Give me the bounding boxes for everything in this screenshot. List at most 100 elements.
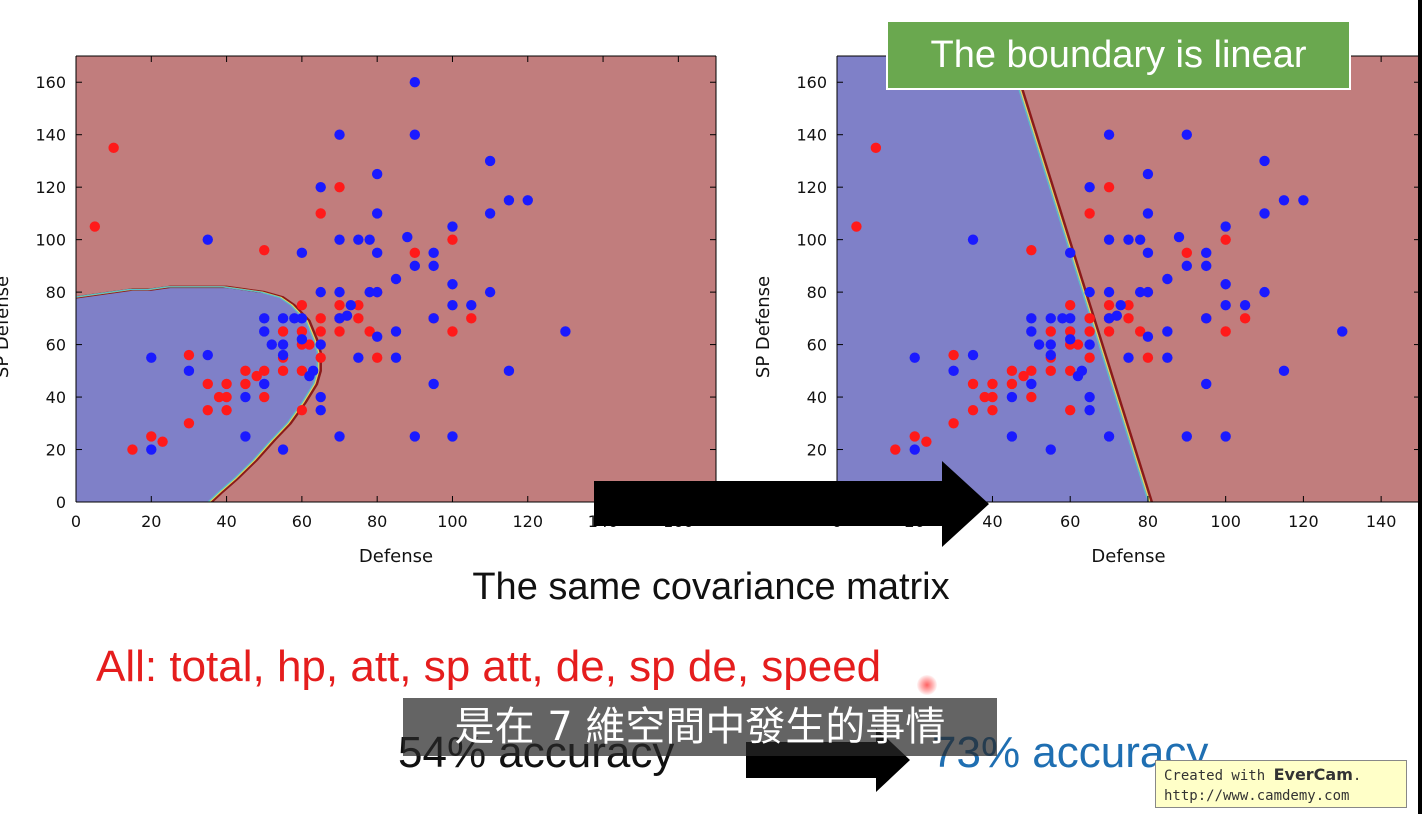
data-point-class1 — [315, 313, 326, 324]
data-point-class0 — [259, 326, 270, 337]
data-point-class1 — [1220, 326, 1231, 337]
data-point-class1 — [967, 378, 979, 390]
y-tick-label: 100 — [796, 231, 827, 250]
data-point-class0 — [277, 339, 289, 350]
data-point-class0 — [202, 349, 213, 361]
data-point-class1 — [1006, 365, 1018, 377]
data-point-class1 — [1103, 181, 1115, 193]
data-point-class0 — [1045, 313, 1056, 324]
laser-pointer-icon — [917, 675, 937, 695]
data-point-class0 — [560, 326, 571, 337]
data-point-class1 — [890, 444, 901, 455]
data-point-class0 — [277, 313, 289, 324]
data-point-class1 — [127, 444, 138, 455]
data-point-class0 — [1033, 339, 1045, 350]
data-point-class0 — [146, 352, 157, 363]
data-point-class0 — [1084, 286, 1095, 298]
data-point-class0 — [1103, 431, 1115, 442]
data-point-class1 — [1045, 326, 1056, 337]
data-point-class0 — [371, 247, 383, 258]
data-point-class1 — [277, 365, 289, 377]
data-point-class1 — [1018, 370, 1029, 382]
boundary-linear-banner: The boundary is linear — [886, 20, 1351, 90]
data-point-class0 — [277, 444, 289, 455]
y-axis-label: SP Defense — [0, 276, 13, 378]
data-point-class0 — [1045, 339, 1056, 350]
data-point-class1 — [296, 326, 308, 337]
y-tick-label: 20 — [46, 441, 66, 460]
y-tick-label: 60 — [807, 336, 827, 355]
data-point-class0 — [1134, 234, 1146, 245]
data-point-class0 — [1278, 195, 1290, 206]
data-point-class0 — [1103, 129, 1115, 140]
y-tick-label: 100 — [35, 231, 66, 250]
data-point-class1 — [1084, 326, 1095, 337]
data-point-class0 — [409, 260, 421, 272]
data-point-class0 — [1220, 279, 1231, 290]
data-point-class1 — [183, 418, 195, 429]
x-axis-label: Defense — [359, 546, 433, 567]
data-point-class1 — [948, 418, 959, 429]
data-point-class0 — [522, 195, 533, 206]
x-tick-label: 80 — [367, 512, 387, 531]
data-point-class1 — [1239, 313, 1251, 324]
y-tick-label: 40 — [807, 388, 827, 407]
data-point-class1 — [1072, 339, 1084, 350]
data-point-class1 — [1026, 244, 1037, 256]
data-point-class0 — [1220, 221, 1231, 232]
x-tick-label: 20 — [141, 512, 161, 531]
data-point-class1 — [146, 431, 157, 442]
data-point-class0 — [1201, 378, 1212, 390]
data-point-class0 — [1045, 349, 1056, 361]
window-edge — [1418, 0, 1422, 814]
data-point-class1 — [221, 391, 232, 403]
data-point-class1 — [1026, 391, 1037, 403]
data-point-class1 — [1045, 365, 1056, 377]
watermark-line1: Created with EverCam. — [1164, 765, 1398, 786]
data-point-class0 — [1006, 431, 1018, 442]
data-point-class1 — [202, 404, 213, 416]
data-point-class1 — [296, 404, 308, 416]
data-point-class1 — [296, 365, 308, 377]
data-point-class0 — [1084, 391, 1095, 403]
y-tick-label: 160 — [35, 73, 66, 92]
data-point-class1 — [447, 326, 458, 337]
data-point-class0 — [296, 313, 308, 324]
data-point-class1 — [89, 221, 101, 232]
data-point-class0 — [1103, 234, 1115, 245]
big-arrow-icon-shape — [594, 461, 989, 547]
data-point-class0 — [409, 129, 421, 140]
data-point-class0 — [409, 431, 421, 442]
data-point-class0 — [1142, 286, 1154, 298]
data-point-class0 — [484, 286, 496, 298]
decision-boundary-cyan — [1007, 56, 1149, 502]
data-point-class1 — [157, 436, 168, 447]
data-point-class1 — [221, 378, 232, 390]
y-tick-label: 40 — [46, 388, 66, 407]
data-point-class1 — [1220, 234, 1231, 245]
data-point-class1 — [851, 221, 862, 232]
chart-right-lda: 020406080100120140020406080100120140160D… — [753, 55, 1421, 567]
data-point-class1 — [1181, 247, 1193, 258]
data-point-class0 — [1065, 334, 1076, 345]
data-point-class1 — [202, 378, 213, 390]
x-tick-label: 80 — [1138, 512, 1158, 531]
watermark-suffix: . — [1352, 768, 1362, 784]
data-point-class0 — [967, 349, 979, 361]
x-tick-label: 60 — [292, 512, 312, 531]
data-point-class0 — [334, 286, 345, 298]
data-point-class0 — [1142, 168, 1154, 180]
x-tick-label: 0 — [71, 512, 81, 531]
data-point-class0 — [909, 352, 920, 363]
data-point-class0 — [428, 260, 439, 272]
x-tick-label: 60 — [1060, 512, 1080, 531]
data-point-class1 — [1006, 378, 1018, 390]
data-point-class1 — [1084, 352, 1095, 363]
decision-boundary-dark — [1010, 56, 1154, 502]
data-point-class0 — [447, 221, 458, 232]
data-point-class0 — [390, 326, 402, 337]
data-point-class1 — [371, 352, 383, 363]
x-axis-label: Defense — [1091, 546, 1165, 567]
data-point-class0 — [1065, 313, 1076, 324]
